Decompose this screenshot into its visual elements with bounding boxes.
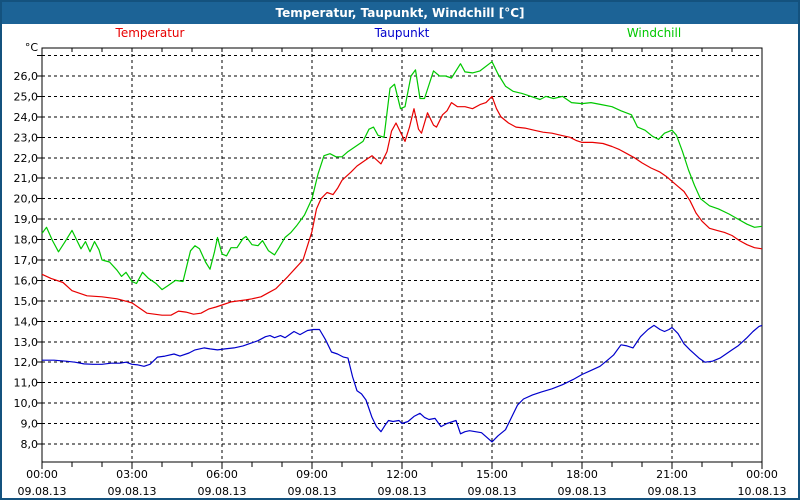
y-tick-label: 8,0 bbox=[21, 438, 39, 451]
legend-temperatur: Temperatur bbox=[115, 26, 185, 40]
y-tick-label: 17,0 bbox=[14, 254, 39, 267]
x-tick-time-label: 00:00 bbox=[746, 468, 778, 481]
window-title: Temperatur, Taupunkt, Windchill [°C] bbox=[275, 6, 525, 20]
y-tick-label: 20,0 bbox=[14, 193, 39, 206]
x-tick-date-label: 09.08.13 bbox=[18, 485, 67, 498]
y-tick-label: 18,0 bbox=[14, 234, 39, 247]
y-tick-label: 16,0 bbox=[14, 274, 39, 287]
x-tick-time-label: 09:00 bbox=[296, 468, 328, 481]
y-tick-label: 24,0 bbox=[14, 111, 39, 124]
window-titlebar: Temperatur, Taupunkt, Windchill [°C] bbox=[2, 2, 798, 24]
x-tick-date-label: 09.08.13 bbox=[288, 485, 337, 498]
x-tick-date-label: 09.08.13 bbox=[198, 485, 247, 498]
legend-windchill: Windchill bbox=[626, 26, 682, 40]
legend-taupunkt: Taupunkt bbox=[374, 26, 430, 40]
y-tick-label: 23,0 bbox=[14, 131, 39, 144]
y-tick-label: 10,0 bbox=[14, 397, 39, 410]
y-tick-label: 22,0 bbox=[14, 152, 39, 165]
x-tick-date-label: 09.08.13 bbox=[378, 485, 427, 498]
series-line-temperatur bbox=[41, 95, 763, 316]
y-tick-label: 19,0 bbox=[14, 213, 39, 226]
y-tick-label: 14,0 bbox=[14, 315, 39, 328]
x-tick-time-label: 00:00 bbox=[26, 468, 58, 481]
x-tick-date-label: 09.08.13 bbox=[648, 485, 697, 498]
y-tick-label: 13,0 bbox=[14, 336, 39, 349]
plot-frame bbox=[41, 47, 763, 463]
x-tick-date-label: 09.08.13 bbox=[558, 485, 607, 498]
x-tick-time-label: 12:00 bbox=[386, 468, 418, 481]
y-tick-label: 21,0 bbox=[14, 172, 39, 185]
y-tick-label: 11,0 bbox=[14, 377, 39, 390]
x-tick-date-label: 09.08.13 bbox=[468, 485, 517, 498]
series-line-windchill bbox=[41, 61, 763, 291]
x-tick-date-label: 10.08.13 bbox=[738, 485, 787, 498]
x-tick-time-label: 21:00 bbox=[656, 468, 688, 481]
x-tick-time-label: 03:00 bbox=[116, 468, 148, 481]
y-tick-label: 25,0 bbox=[14, 90, 39, 103]
x-tick-time-label: 15:00 bbox=[476, 468, 508, 481]
x-tick-time-label: 06:00 bbox=[206, 468, 238, 481]
y-tick-label: 12,0 bbox=[14, 356, 39, 369]
y-tick-label: 9,0 bbox=[21, 418, 39, 431]
series-line-taupunkt bbox=[42, 324, 763, 443]
x-tick-date-label: 09.08.13 bbox=[108, 485, 157, 498]
x-tick-time-label: 18:00 bbox=[566, 468, 598, 481]
y-tick-label: 15,0 bbox=[14, 295, 39, 308]
y-tick-label: 26,0 bbox=[14, 70, 39, 83]
y-axis-unit-label: °C bbox=[24, 41, 38, 54]
